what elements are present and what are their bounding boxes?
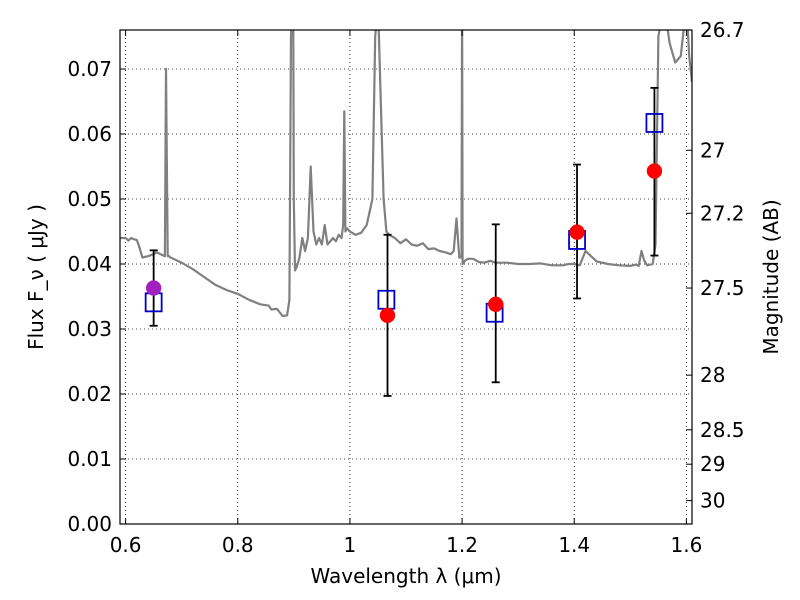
right-tick-label: 28 (700, 363, 725, 387)
x-axis-label: Wavelength λ (μm) (310, 564, 501, 588)
spectrum-line (120, 30, 692, 318)
y-tick-label: 0.06 (67, 122, 112, 146)
x-tick-label: 0.8 (222, 533, 254, 557)
x-tick-label: 1 (344, 533, 357, 557)
plot-frame (119, 29, 693, 525)
observed-point (379, 307, 396, 324)
right-tick-label: 27.5 (700, 276, 745, 300)
right-tick-label: 29 (700, 452, 725, 476)
right-tick-label: 27.2 (700, 201, 745, 225)
y-axis-right: 26.7 27 27.2 27.5 28 28.5 29 30 (686, 18, 745, 513)
right-tick-label: 30 (700, 489, 725, 513)
observed-point (569, 224, 585, 240)
right-tick-label: 28.5 (700, 418, 745, 442)
x-tick-label: 1.4 (558, 533, 590, 557)
y-axis-left: 0.00 0.01 0.02 0.03 0.04 0.05 0.06 0.07 (67, 57, 126, 536)
x-tick-label: 1.2 (446, 533, 478, 557)
observed-point (646, 163, 663, 179)
y-tick-label: 0.03 (67, 317, 112, 341)
observed-point (145, 280, 162, 296)
right-tick-label: 26.7 (700, 18, 745, 42)
y-tick-label: 0.01 (67, 447, 112, 471)
y-axis-label: Flux F_ν ( μJy ) (24, 204, 48, 350)
spectrum-layer (120, 30, 692, 318)
x-axis: 0.6 0.8 1 1.2 1.4 1.6 (110, 30, 702, 557)
y-tick-label: 0.02 (67, 382, 112, 406)
y-axis-right-label: Magnitude (AB) (759, 199, 783, 354)
model-square-marker (645, 113, 664, 133)
y-tick-label: 0.04 (67, 252, 112, 276)
y-tick-label: 0.05 (67, 187, 112, 211)
x-tick-label: 1.6 (670, 533, 702, 557)
y-tick-label: 0.00 (67, 512, 112, 536)
right-tick-label: 27 (700, 138, 725, 162)
x-tick-label: 0.6 (110, 533, 142, 557)
y-tick-label: 0.07 (67, 57, 112, 81)
marker-layer (144, 113, 664, 324)
observed-point (487, 296, 504, 313)
